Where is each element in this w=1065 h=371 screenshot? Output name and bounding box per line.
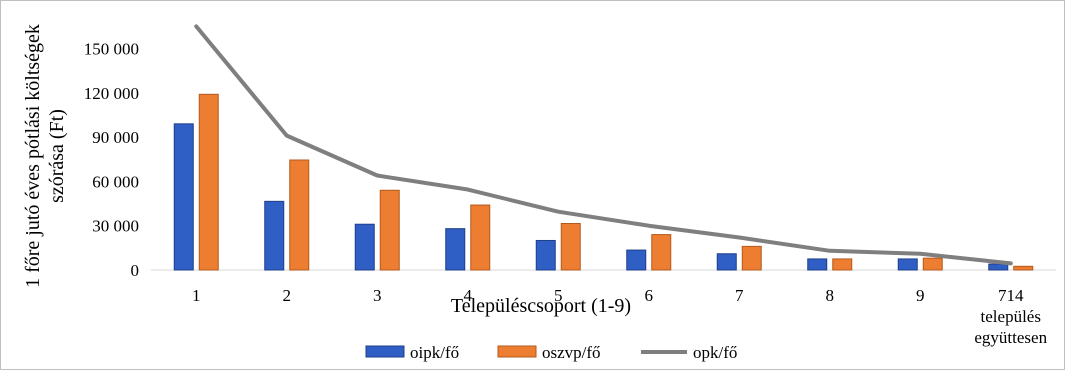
bar-oszvpf-5 xyxy=(560,222,581,271)
x-tick-label: 3 xyxy=(373,286,382,305)
x-tick-label-line: 5 xyxy=(554,286,563,305)
bar-oipkf-3 xyxy=(354,223,375,271)
x-tick-label-line: 714 xyxy=(998,286,1024,305)
line-series-opk xyxy=(194,24,1013,266)
x-tick-label: 6 xyxy=(645,286,654,305)
bar-oszvpf-6 xyxy=(651,234,672,271)
y-axis-title-line: 1 főre jutó éves pótlási költségek xyxy=(22,24,44,288)
bar-oipkf-6 xyxy=(626,249,647,271)
x-tick-label: 2 xyxy=(283,286,292,305)
x-tick-label: 4 xyxy=(464,286,473,305)
y-tick-label: 60 000 xyxy=(92,172,139,191)
x-tick-label-line: 7 xyxy=(735,286,744,305)
x-tick-label: 1 xyxy=(192,286,201,305)
legend-swatch-oipkf xyxy=(365,345,405,358)
bar-oipkf-1 xyxy=(173,123,194,271)
bar-oipkf-10 xyxy=(988,263,1009,271)
legend-label: opk/fő xyxy=(693,343,737,362)
x-tick-label: 714 település együttesen xyxy=(974,286,1047,347)
x-tick-label: 9 xyxy=(916,286,925,305)
x-tick-label-line: 1 xyxy=(192,286,201,305)
legend-swatch-oszvpf xyxy=(497,345,537,358)
bar-oszvpf-3 xyxy=(379,189,400,271)
y-tick-label: 30 000 xyxy=(92,217,139,236)
bar-oipkf-8 xyxy=(807,258,828,271)
x-tick-label: 8 xyxy=(826,286,835,305)
bar-oszvpf-7 xyxy=(741,245,762,271)
x-tick-label-line: 2 xyxy=(283,286,292,305)
legend-label: oszvp/fő xyxy=(542,343,601,362)
x-tick-label-line: 6 xyxy=(645,286,654,305)
y-tick-label: 150 000 xyxy=(84,40,139,59)
x-tick-label-line: együttesen xyxy=(974,328,1047,347)
y-axis-title: 1 főre jutó éves pótlási költségek szórás… xyxy=(22,24,68,288)
x-tick-label-line: 8 xyxy=(826,286,835,305)
bar-oipkf-9 xyxy=(897,258,918,271)
y-axis-title-line: szórása (Ft) xyxy=(46,109,68,203)
x-tick-label-line: 3 xyxy=(373,286,382,305)
bar-oszvpf-10 xyxy=(1013,265,1034,271)
bar-oszvpf-4 xyxy=(470,204,491,271)
bar-oipkf-7 xyxy=(716,253,737,271)
bar-oszvpf-1 xyxy=(198,93,219,271)
bar-oipkf-5 xyxy=(535,239,556,271)
y-tick-label: 120 000 xyxy=(84,84,139,103)
bar-oszvpf-2 xyxy=(289,159,310,271)
bar-oszvpf-8 xyxy=(832,258,853,271)
x-tick-label-line: 4 xyxy=(464,286,473,305)
y-tick-label: 90 000 xyxy=(92,128,139,147)
x-tick-label: 7 xyxy=(735,286,744,305)
x-tick-label: 5 xyxy=(554,286,563,305)
x-tick-label-line: 9 xyxy=(916,286,925,305)
x-tick-label-line: település xyxy=(981,307,1041,326)
x-axis-title: Településcsoport (1-9) xyxy=(451,295,631,317)
legend-label: oipk/fő xyxy=(410,343,459,362)
bar-oipkf-4 xyxy=(445,228,466,271)
bar-oszvpf-9 xyxy=(922,257,943,271)
y-tick-label: 0 xyxy=(131,261,140,280)
bar-oipkf-2 xyxy=(264,200,285,271)
